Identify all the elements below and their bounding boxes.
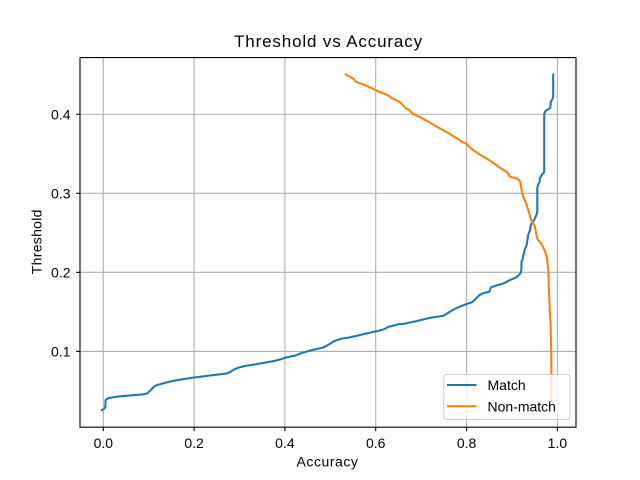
svg-text:0.8: 0.8 [457, 435, 477, 451]
svg-text:Threshold: Threshold [29, 209, 45, 274]
svg-text:Match: Match [488, 377, 526, 393]
svg-text:0.4: 0.4 [51, 106, 71, 122]
svg-text:0.6: 0.6 [366, 435, 386, 451]
svg-text:Accuracy: Accuracy [297, 454, 359, 470]
svg-text:0.1: 0.1 [51, 343, 71, 359]
svg-text:0.0: 0.0 [94, 435, 114, 451]
svg-text:0.3: 0.3 [51, 185, 71, 201]
svg-text:1.0: 1.0 [548, 435, 568, 451]
svg-text:Non-match: Non-match [488, 398, 556, 414]
svg-text:0.2: 0.2 [184, 435, 204, 451]
svg-text:Threshold vs Accuracy: Threshold vs Accuracy [234, 32, 423, 51]
svg-text:0.4: 0.4 [275, 435, 295, 451]
svg-text:0.2: 0.2 [51, 264, 71, 280]
